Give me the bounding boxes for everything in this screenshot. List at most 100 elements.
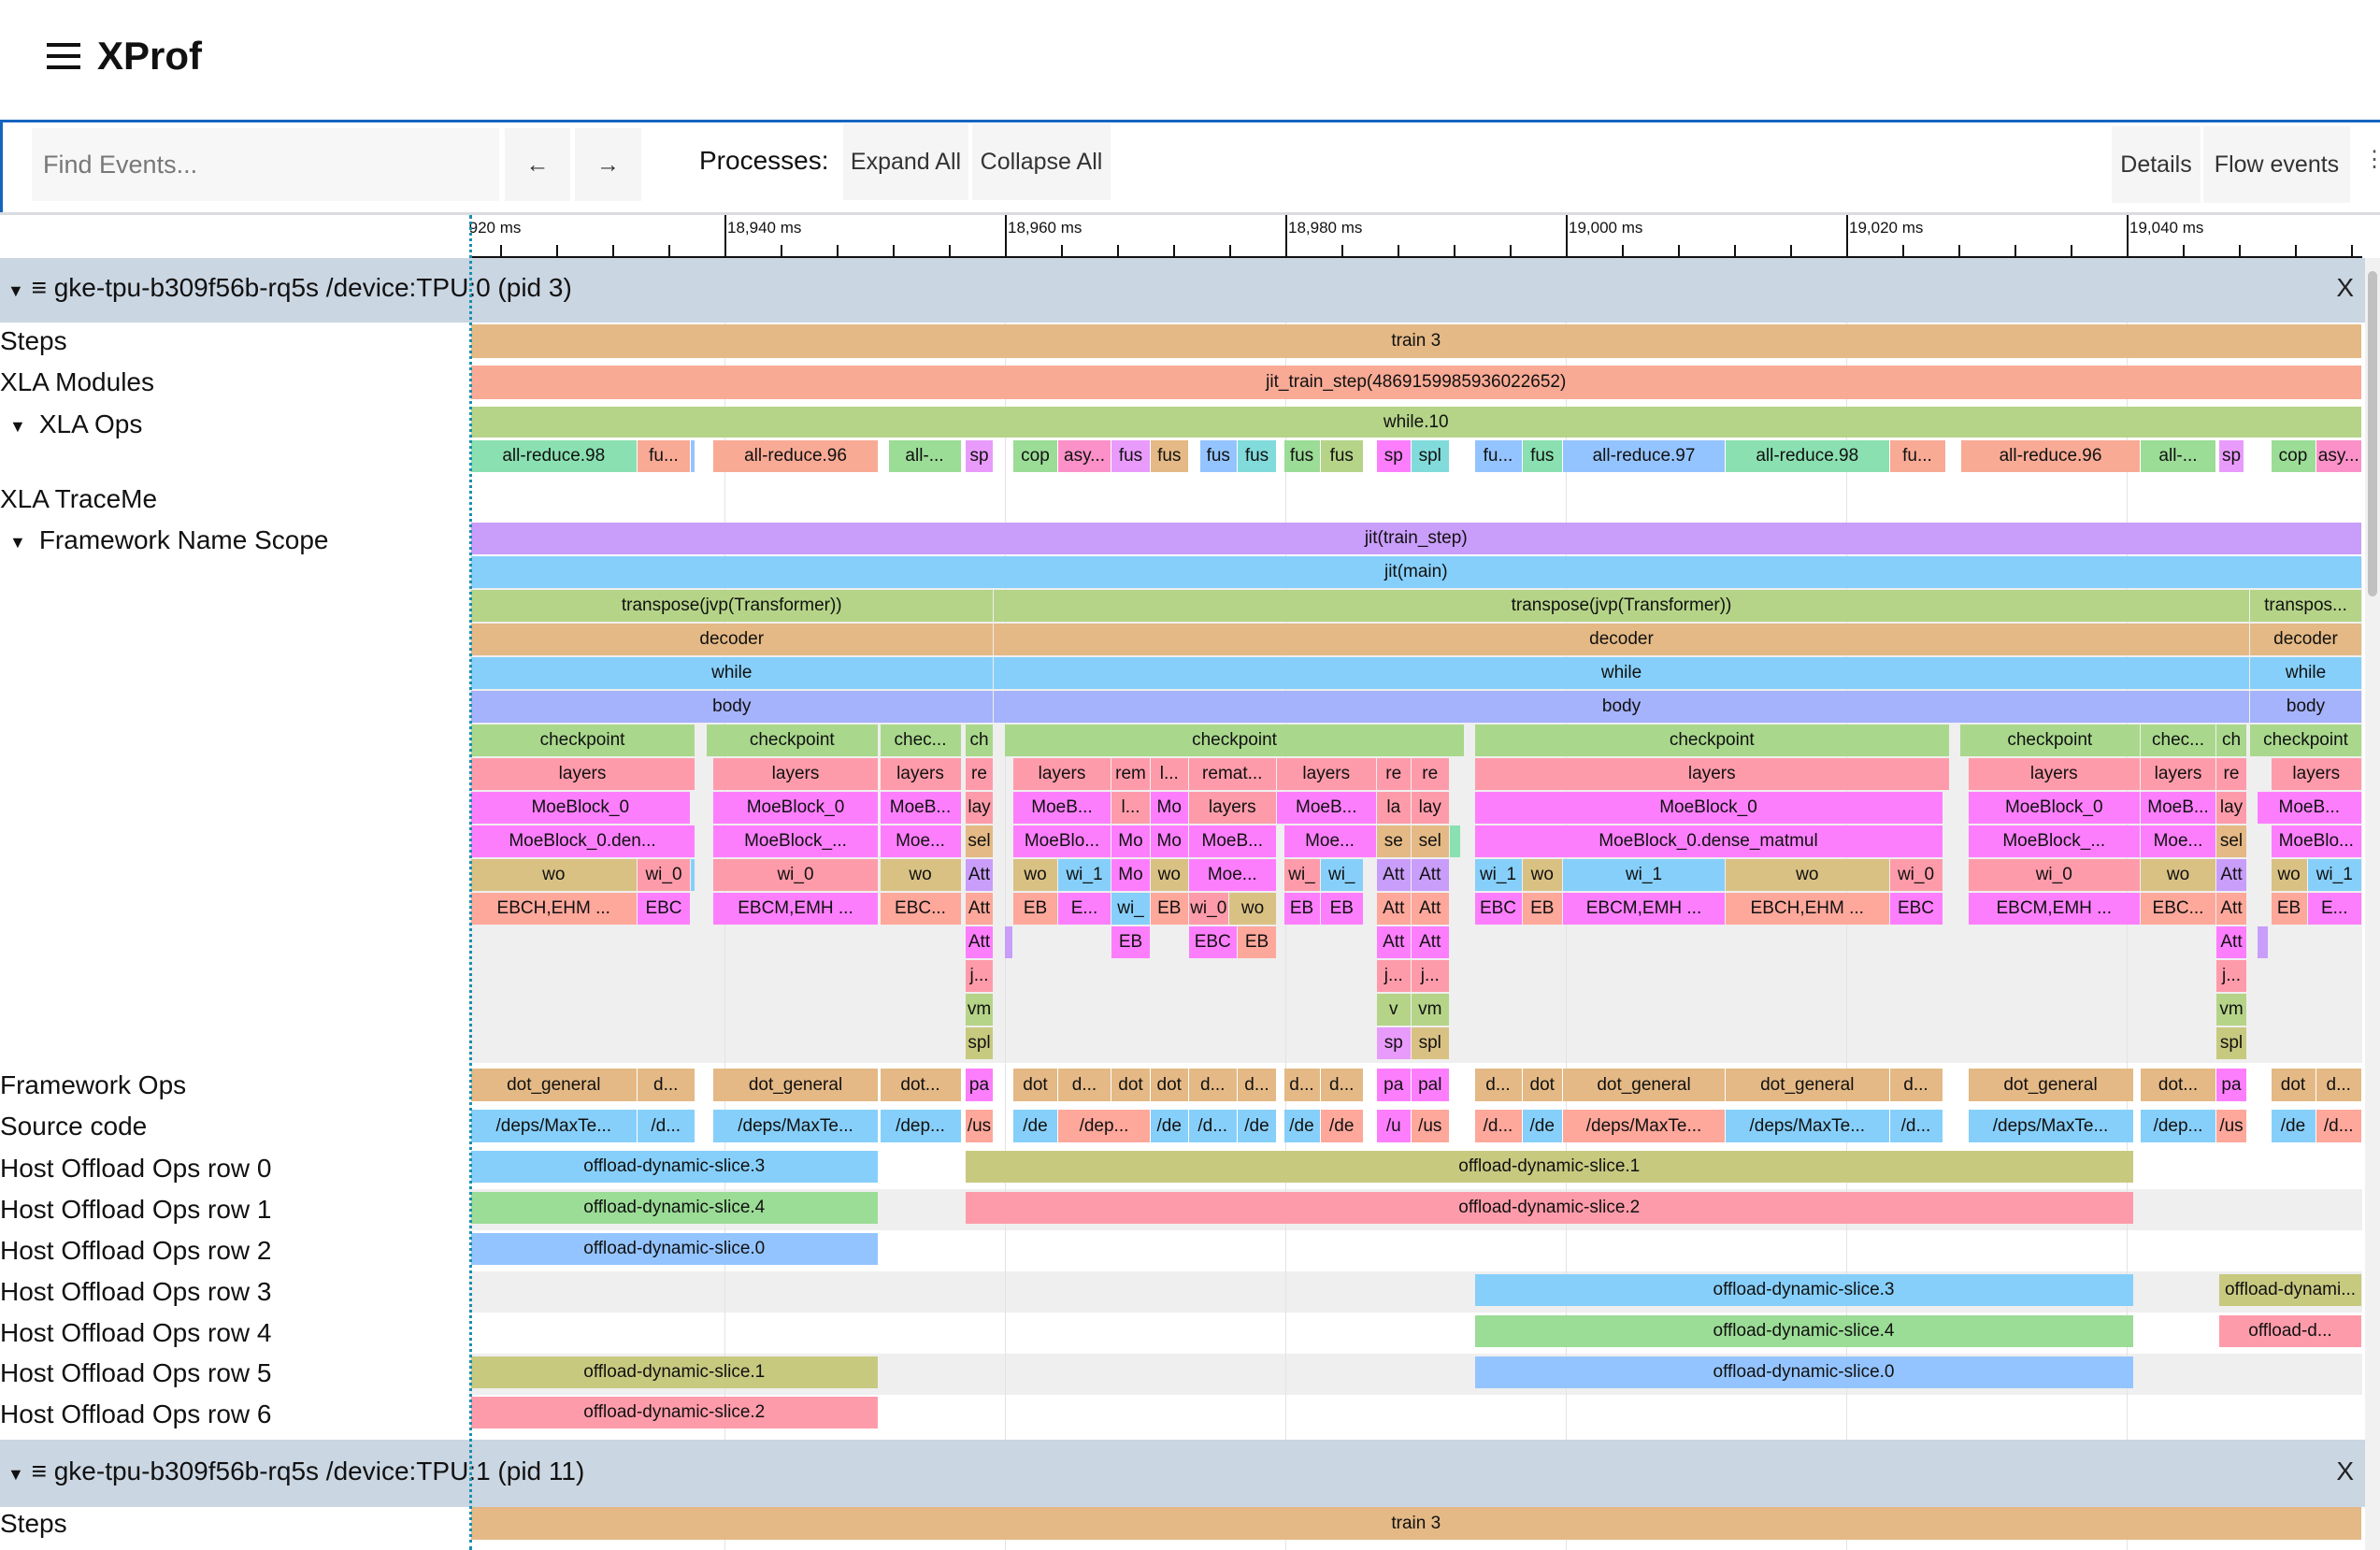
trace-event[interactable]: sp xyxy=(1376,1027,1411,1059)
previous-event-button[interactable]: ← xyxy=(505,128,570,201)
trace-event[interactable]: fu... xyxy=(638,440,690,472)
trace-event[interactable]: EBCH,EHM ... xyxy=(1726,893,1889,925)
trace-event[interactable]: pa xyxy=(966,1069,993,1101)
trace-event[interactable]: decoder xyxy=(2250,624,2361,655)
trace-event[interactable]: checkpoint xyxy=(706,725,878,756)
trace-event[interactable] xyxy=(1449,825,1460,857)
trace-event[interactable]: vm xyxy=(966,994,993,1026)
trace-event[interactable]: while xyxy=(994,657,2249,689)
trace-event[interactable]: re xyxy=(2216,758,2246,790)
trace-event[interactable]: layers xyxy=(713,758,878,790)
trace-event[interactable]: transpose(jvp(Transformer)) xyxy=(470,590,993,622)
next-event-button[interactable]: → xyxy=(575,128,641,201)
trace-event[interactable]: /deps/MaxTe... xyxy=(713,1110,878,1142)
trace-event[interactable]: ch xyxy=(2216,725,2246,756)
trace-event[interactable]: wo xyxy=(470,859,637,891)
trace-event[interactable]: MoeBlock_0 xyxy=(713,792,878,824)
trace-event[interactable]: wi_1 xyxy=(1058,859,1111,891)
trace-event[interactable]: checkpoint xyxy=(470,725,695,756)
trace-event[interactable]: pa xyxy=(1376,1069,1411,1101)
trace-event[interactable]: d... xyxy=(2315,1069,2361,1101)
trace-event[interactable]: offload-dynamic-slice.1 xyxy=(470,1356,878,1388)
trace-event[interactable]: Att xyxy=(966,859,993,891)
trace-event[interactable]: fu... xyxy=(1889,440,1945,472)
trace-event[interactable]: sp xyxy=(1376,440,1411,472)
trace-event[interactable]: j... xyxy=(966,960,993,992)
trace-event[interactable]: dot xyxy=(1522,1069,1562,1101)
trace-event[interactable]: cop xyxy=(1013,440,1057,472)
trace-event[interactable]: /de xyxy=(1013,1110,1057,1142)
trace-event[interactable]: l... xyxy=(1111,792,1150,824)
trace-event[interactable]: sp xyxy=(966,440,993,472)
trace-event[interactable]: E... xyxy=(1058,893,1111,925)
find-events-input[interactable] xyxy=(32,128,499,201)
trace-event[interactable]: Att xyxy=(966,926,993,958)
trace-event[interactable]: pa xyxy=(2216,1069,2246,1101)
scrollbar-thumb[interactable] xyxy=(2368,271,2377,596)
trace-event[interactable]: EBC xyxy=(1889,893,1943,925)
details-button[interactable]: Details xyxy=(2112,126,2201,203)
trace-event[interactable]: MoeBlock_... xyxy=(713,825,878,857)
trace-event[interactable]: EBCM,EMH ... xyxy=(1563,893,1725,925)
trace-event[interactable]: checkpoint xyxy=(1005,725,1464,756)
trace-event[interactable]: layers xyxy=(1968,758,2140,790)
trace-event[interactable]: Mo xyxy=(1111,859,1150,891)
trace-event[interactable]: MoeBlo... xyxy=(1013,825,1111,857)
trace-event[interactable]: dot xyxy=(1013,1069,1057,1101)
trace-event[interactable]: pal xyxy=(1412,1069,1449,1101)
trace-event[interactable]: EB xyxy=(1151,893,1188,925)
trace-event[interactable]: EBC... xyxy=(880,893,961,925)
trace-event[interactable]: offload-dynamic-slice.3 xyxy=(470,1151,878,1183)
trace-event[interactable]: /de xyxy=(2271,1110,2315,1142)
trace-event[interactable]: Mo xyxy=(1151,825,1188,857)
trace-event[interactable]: wi_ xyxy=(1320,859,1363,891)
trace-event[interactable]: sel xyxy=(966,825,993,857)
trace-event[interactable]: se xyxy=(1376,825,1411,857)
trace-event[interactable]: EB xyxy=(1111,926,1150,958)
trace-event[interactable]: Att xyxy=(2216,893,2246,925)
trace-event[interactable]: asy... xyxy=(2315,440,2361,472)
trace-event[interactable]: EBCM,EMH ... xyxy=(713,893,878,925)
trace-event[interactable]: dot... xyxy=(880,1069,961,1101)
trace-event[interactable]: fus xyxy=(1111,440,1150,472)
trace-event[interactable]: layers xyxy=(1013,758,1111,790)
trace-event[interactable]: asy... xyxy=(1058,440,1111,472)
trace-event[interactable]: j... xyxy=(2216,960,2246,992)
trace-event[interactable]: lay xyxy=(1412,792,1449,824)
trace-event[interactable]: dot xyxy=(1111,1069,1150,1101)
trace-event[interactable]: Moe... xyxy=(1188,859,1276,891)
trace-event[interactable]: jit_train_step(4869159985936022652) xyxy=(470,366,2361,399)
trace-event[interactable]: MoeB... xyxy=(1188,825,1276,857)
trace-event[interactable]: sel xyxy=(1412,825,1449,857)
trace-event[interactable]: EB xyxy=(1283,893,1320,925)
trace-event[interactable]: wi_ xyxy=(1111,893,1150,925)
trace-event[interactable]: /de xyxy=(1320,1110,1363,1142)
trace-event[interactable]: MoeBlock_0.den... xyxy=(470,825,695,857)
trace-event[interactable]: /us xyxy=(1412,1110,1449,1142)
trace-event[interactable]: /de xyxy=(1238,1110,1276,1142)
trace-event[interactable]: EBCM,EMH ... xyxy=(1968,893,2140,925)
trace-event[interactable]: dot xyxy=(1151,1069,1188,1101)
trace-event[interactable]: /deps/MaxTe... xyxy=(1726,1110,1889,1142)
trace-event[interactable]: fus xyxy=(1151,440,1188,472)
trace-event[interactable]: offload-dynamic-slice.1 xyxy=(966,1151,2133,1183)
close-process-button[interactable]: X xyxy=(2336,1457,2354,1485)
trace-event[interactable]: /u xyxy=(1376,1110,1411,1142)
trace-event[interactable]: d... xyxy=(1283,1069,1320,1101)
trace-event[interactable] xyxy=(691,440,695,472)
trace-event[interactable]: wo xyxy=(2141,859,2215,891)
trace-event[interactable]: body xyxy=(470,691,993,723)
trace-event[interactable]: wo xyxy=(1229,893,1276,925)
trace-event[interactable]: MoeB... xyxy=(2141,792,2215,824)
collapse-triangle-icon[interactable]: ▼ xyxy=(7,1465,24,1484)
track-label-framework-name-scope[interactable]: ▼ Framework Name Scope xyxy=(0,524,328,558)
trace-event[interactable]: spl xyxy=(966,1027,993,1059)
trace-event[interactable]: rem xyxy=(1111,758,1150,790)
process-header[interactable]: ▼ ≡ gke-tpu-b309f56b-rq5s /device:TPU:0 … xyxy=(0,258,2365,323)
trace-event[interactable]: offload-dynamic-slice.4 xyxy=(470,1192,878,1224)
trace-event[interactable]: /d... xyxy=(2315,1110,2361,1142)
trace-event[interactable]: /deps/MaxTe... xyxy=(1563,1110,1725,1142)
trace-event[interactable]: MoeB... xyxy=(1013,792,1111,824)
trace-event[interactable]: MoeBlock_0 xyxy=(1474,792,1943,824)
trace-event[interactable]: jit(train_step) xyxy=(470,523,2361,554)
